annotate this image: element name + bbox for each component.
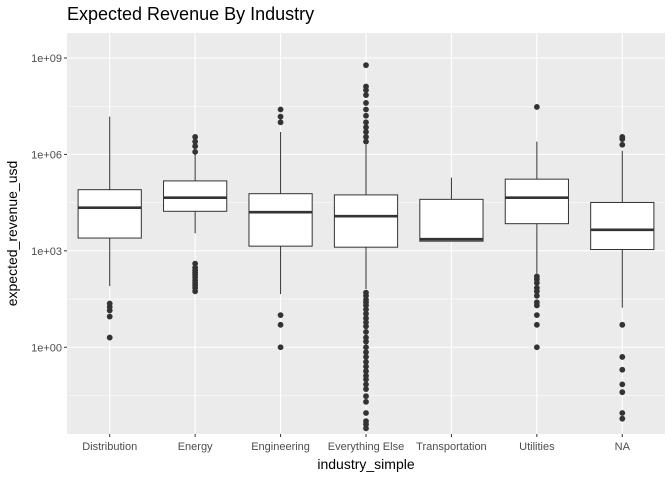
chart-title: Expected Revenue By Industry xyxy=(67,4,315,24)
outlier-point xyxy=(363,124,369,131)
outlier-point xyxy=(363,398,369,405)
outlier-point xyxy=(363,134,369,140)
outlier-point xyxy=(533,312,540,319)
outlier-point xyxy=(363,138,369,145)
outlier-point xyxy=(363,381,369,388)
outlier-point xyxy=(363,62,369,69)
y-tick-label: 1e+03 xyxy=(31,246,62,258)
outlier-point xyxy=(363,334,369,341)
x-tick-label: Energy xyxy=(178,441,213,453)
outlier-point xyxy=(363,425,369,432)
outlier-point xyxy=(363,296,369,303)
x-tick-label: Everything Else xyxy=(328,441,404,453)
x-tick-label: Distribution xyxy=(82,441,137,453)
outlier-point xyxy=(363,386,369,392)
box-iqr xyxy=(333,194,399,248)
outlier-point xyxy=(533,285,540,291)
outlier-point xyxy=(363,112,369,119)
outlier-point xyxy=(363,100,369,106)
outlier-point xyxy=(106,334,113,341)
outlier-point xyxy=(192,260,199,267)
outlier-point xyxy=(619,415,626,422)
x-tick-label: NA xyxy=(615,441,631,453)
outlier-point xyxy=(363,354,369,360)
outlier-point xyxy=(363,349,369,356)
outlier-point xyxy=(363,129,369,135)
outlier-point xyxy=(277,106,284,113)
outlier-point xyxy=(619,389,626,396)
box-iqr xyxy=(419,198,484,242)
x-tick-label: Utilities xyxy=(519,441,555,453)
outlier-point xyxy=(277,321,284,328)
outlier-point xyxy=(192,134,199,140)
outlier-point xyxy=(363,338,369,345)
outlier-point xyxy=(192,138,199,145)
outlier-point xyxy=(533,273,540,280)
outlier-point xyxy=(363,83,369,90)
outlier-point xyxy=(619,381,626,388)
outlier-point xyxy=(619,410,626,416)
outlier-point xyxy=(533,292,540,299)
outlier-point xyxy=(363,92,369,99)
outlier-point xyxy=(277,312,284,319)
outlier-point xyxy=(619,354,626,360)
box-iqr xyxy=(163,180,228,212)
x-tick-label: Engineering xyxy=(251,441,310,453)
outlier-point xyxy=(106,300,113,307)
outlier-point xyxy=(363,418,369,425)
outlier-point xyxy=(192,143,199,150)
outlier-point xyxy=(106,313,113,320)
y-tick-label: 1e+09 xyxy=(31,53,62,65)
outlier-point xyxy=(192,264,199,271)
outlier-point xyxy=(363,344,369,351)
x-tick-label: Transportation xyxy=(416,441,487,453)
outlier-point xyxy=(533,344,540,351)
outlier-point xyxy=(363,323,369,330)
outlier-point xyxy=(619,141,626,148)
outlier-point xyxy=(363,410,369,416)
outlier-point xyxy=(363,119,369,126)
outlier-point xyxy=(533,321,540,328)
outlier-point xyxy=(363,315,369,322)
outlier-point xyxy=(533,299,540,306)
box-iqr xyxy=(504,178,569,225)
outlier-point xyxy=(363,393,369,400)
outlier-point xyxy=(192,148,199,155)
box-iqr xyxy=(77,189,142,239)
outlier-point xyxy=(619,366,626,373)
outlier-point xyxy=(363,372,369,379)
outlier-point xyxy=(277,344,284,351)
y-tick-label: 1e+00 xyxy=(31,342,62,354)
outlier-point xyxy=(363,106,369,113)
outlier-point xyxy=(277,113,284,120)
outlier-point xyxy=(363,306,369,313)
outlier-point xyxy=(363,310,369,317)
outlier-point xyxy=(363,289,369,296)
box-iqr xyxy=(248,193,313,247)
outlier-point xyxy=(619,321,626,328)
y-tick-label: 1e+06 xyxy=(31,149,62,161)
outlier-point xyxy=(533,104,540,110)
outlier-point xyxy=(363,329,369,335)
outlier-point xyxy=(363,359,369,365)
x-axis-title: industry_simple xyxy=(317,456,414,472)
outlier-point xyxy=(619,134,626,140)
outlier-point xyxy=(363,363,369,370)
outlier-point xyxy=(363,319,369,326)
outlier-point xyxy=(363,368,369,375)
y-axis-title: expected_revenue_usd xyxy=(4,161,20,307)
outlier-point xyxy=(277,119,284,126)
box-iqr xyxy=(590,201,655,251)
